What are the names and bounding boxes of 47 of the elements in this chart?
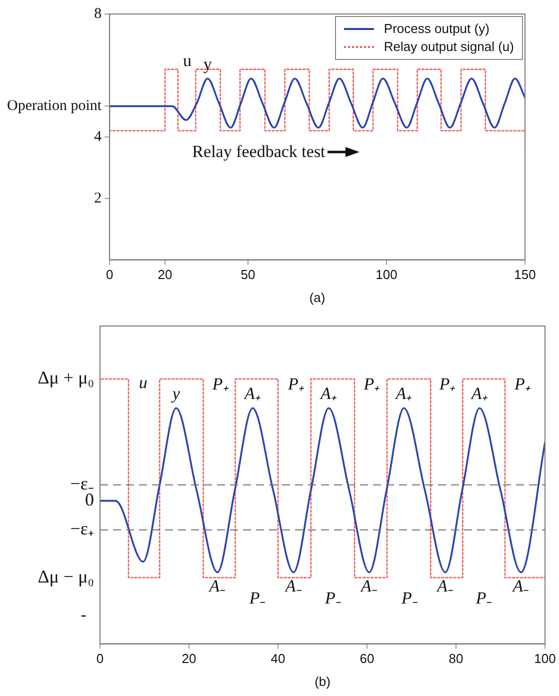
x-tick-label: 0 bbox=[106, 267, 114, 282]
x-tick-label: 40 bbox=[270, 651, 286, 666]
annotation: Δμ − μ₀ bbox=[38, 566, 94, 586]
annotation: P₊ bbox=[212, 373, 229, 394]
y-tick-label: 2 bbox=[94, 190, 102, 206]
y-tick-label: 4 bbox=[94, 128, 102, 145]
annotation: y bbox=[170, 384, 180, 404]
x-tick-label: 20 bbox=[182, 651, 196, 666]
annotation: u bbox=[182, 50, 192, 71]
annotation: P₊ bbox=[288, 373, 304, 394]
x-tick-label: 0 bbox=[96, 651, 104, 666]
x-tick-label: 20 bbox=[158, 267, 172, 282]
x-tick-label: 100 bbox=[534, 651, 556, 666]
annotation: P₋ bbox=[402, 588, 418, 609]
annotation: P₋ bbox=[476, 588, 492, 609]
x-tick-label: 150 bbox=[514, 267, 536, 282]
text: - bbox=[80, 605, 86, 626]
annotation: A₊ bbox=[470, 384, 488, 404]
ref-line-label: −ε₊ bbox=[70, 518, 94, 539]
line-series bbox=[110, 78, 525, 129]
annotation: P₋ bbox=[249, 588, 266, 609]
annotation: P₊ bbox=[439, 373, 456, 394]
annotation: Relay feedback test bbox=[192, 142, 326, 162]
annotation: P₊ bbox=[514, 373, 531, 394]
legend-label: Relay output signal (u) bbox=[384, 38, 514, 56]
x-axis-title: (b) bbox=[314, 674, 330, 689]
annotation: A₋ bbox=[360, 576, 378, 596]
x-axis-title: (a) bbox=[309, 290, 326, 305]
annotation: A₋ bbox=[436, 576, 454, 596]
annotation: P₋ bbox=[324, 588, 342, 609]
annotation: A₋ bbox=[512, 576, 530, 596]
y-tick-label: Operation point bbox=[6, 98, 102, 114]
x-tick-label: 60 bbox=[360, 651, 374, 666]
annotation: y bbox=[203, 54, 212, 74]
annotation: Δμ + μ₀ bbox=[38, 368, 94, 388]
x-tick-label: 80 bbox=[448, 651, 464, 666]
y-tick-label: 8 bbox=[94, 6, 102, 22]
annotation: A₊ bbox=[243, 384, 261, 404]
annotation: A₊ bbox=[320, 384, 337, 404]
annotation: u bbox=[138, 372, 148, 393]
x-tick-label: 100 bbox=[376, 267, 398, 282]
annotation: A₋ bbox=[208, 576, 226, 596]
annotation: P₊ bbox=[364, 373, 380, 394]
annotation: A₊ bbox=[394, 384, 412, 404]
x-tick-label: 50 bbox=[240, 267, 256, 282]
annotation: A₋ bbox=[284, 576, 302, 596]
legend-label: Process output (y) bbox=[384, 20, 490, 38]
